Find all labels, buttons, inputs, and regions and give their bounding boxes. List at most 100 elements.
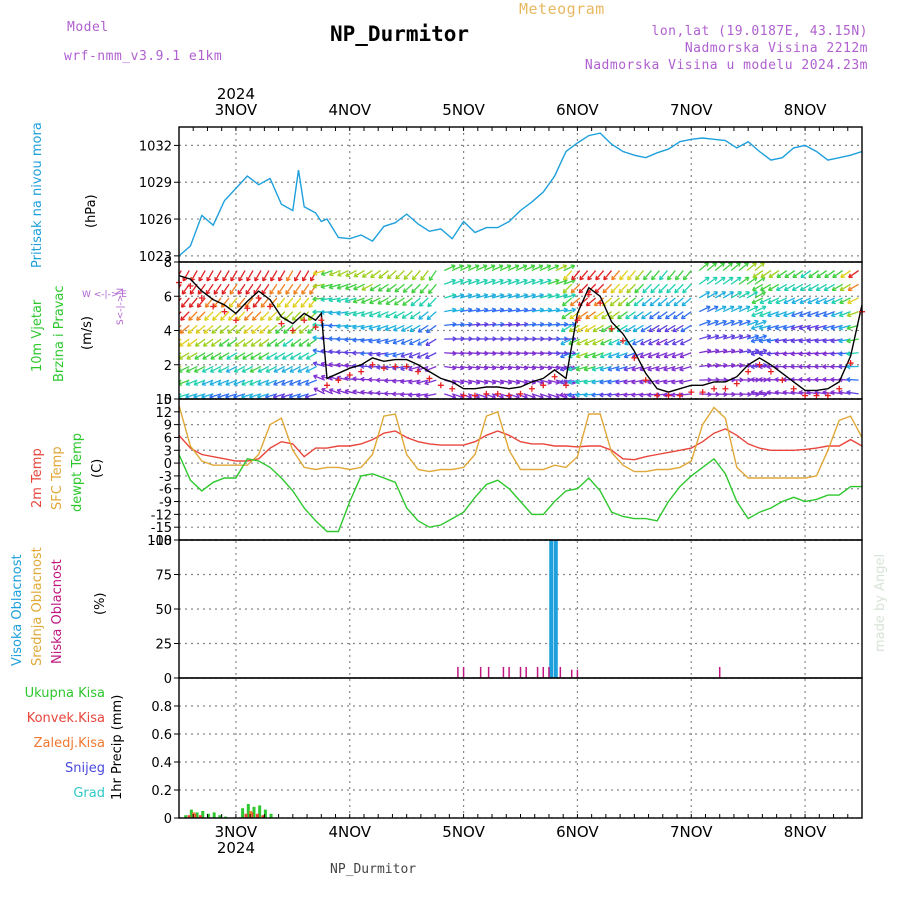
wind-arrow <box>198 270 206 282</box>
wind-arrow <box>609 297 620 307</box>
wind-arrow-head <box>384 378 389 382</box>
wind-arrow-head <box>808 273 812 278</box>
wind-arrow <box>760 283 772 291</box>
wind-arrow-head <box>763 393 768 397</box>
wind-arrow-head <box>516 265 520 270</box>
wind-arrow <box>523 393 536 399</box>
wind-arrow-head <box>210 355 214 360</box>
wind-arrow <box>235 324 246 334</box>
wind-arrow-head <box>179 384 183 386</box>
wind-arrow-head <box>623 379 628 384</box>
wind-arrow <box>679 365 692 371</box>
wind-arrow-head <box>814 377 819 381</box>
wind-arrow-head <box>281 355 286 360</box>
wind-arrow <box>759 324 772 330</box>
wind-arrow-head <box>361 273 365 278</box>
wind-arrow <box>730 335 743 340</box>
wind-arrow-head <box>792 273 796 278</box>
wind-arrow-head <box>305 355 309 360</box>
wind-gust-marker <box>528 385 535 392</box>
wind-arrow <box>632 338 644 345</box>
wind-arrow-head <box>290 342 294 347</box>
wind-arrow <box>233 393 246 398</box>
wind-compass-we: W <-|-> E <box>82 290 127 300</box>
wind-arrow <box>360 311 373 317</box>
wind-arrow <box>491 294 504 299</box>
wind-arrow-head <box>289 368 293 373</box>
wind-arrow-head <box>185 381 190 385</box>
temperature-ytick-label-5: -3 <box>159 470 172 485</box>
wind-arrow <box>444 365 457 369</box>
wind-arrow-head <box>499 367 505 371</box>
wind-arrow <box>483 264 496 272</box>
wind-arrow <box>225 393 238 398</box>
wind-arrow <box>626 283 636 294</box>
wind-arrow-head <box>377 299 381 305</box>
wind-arrow <box>560 365 572 371</box>
wind-arrow-head <box>774 325 779 330</box>
wind-arrow-head <box>783 312 787 317</box>
wind-arrow-head <box>524 279 528 284</box>
wind-gust-marker <box>380 365 387 372</box>
wind-arrow-head <box>531 382 536 385</box>
wind-arrow <box>328 283 341 289</box>
wind-arrow-head <box>755 320 759 325</box>
wind-arrow-head <box>754 262 757 267</box>
wind-gust-marker <box>574 317 581 324</box>
precip-bar <box>261 815 265 818</box>
wind-gust-marker <box>392 363 399 370</box>
wind-arrow <box>515 264 528 272</box>
wind-arrow <box>714 335 727 340</box>
wind-arrow <box>185 379 198 386</box>
wind-arrow-head <box>607 366 612 371</box>
wind-arrow <box>683 270 692 281</box>
wind-arrow-head <box>658 275 661 280</box>
wind-arrow-head <box>360 324 365 329</box>
precip-bar <box>184 815 188 818</box>
wind-arrow <box>714 291 726 299</box>
wind-arrow-head <box>426 315 430 320</box>
wind-arrow <box>393 324 405 332</box>
wind-arrow <box>603 270 613 281</box>
wind-arrow-head <box>838 351 843 355</box>
wind-arrow-head <box>217 393 221 398</box>
wind-arrow-head <box>241 381 245 385</box>
wind-arrow <box>385 324 397 331</box>
wind-arrow <box>203 338 214 347</box>
wind-arrow-head <box>763 320 767 325</box>
wind-gust-marker <box>255 294 262 301</box>
wind-arrow-head <box>816 273 820 278</box>
wind-arrow <box>233 379 246 386</box>
wind-arrow <box>562 283 573 294</box>
wind-arrow <box>639 365 652 371</box>
wind-arrow <box>369 311 381 317</box>
wind-arrow <box>599 365 612 371</box>
wind-arrow <box>221 283 230 295</box>
footer-station: NP_Durmitor <box>330 862 417 877</box>
wind-arrow <box>291 311 302 321</box>
wind-arrow <box>179 352 190 360</box>
wind-arrow <box>610 283 620 294</box>
wind-arrow-head <box>830 312 835 317</box>
wind-arrow-head <box>418 302 422 307</box>
wind-arrow-head <box>822 338 827 342</box>
precipitation-panel-frame <box>178 677 863 819</box>
wind-arrow-head <box>715 306 719 311</box>
wind-arrow <box>578 283 589 294</box>
wind-arrow-head <box>384 390 389 395</box>
wind-arrow <box>201 393 214 398</box>
wind-arrow-head <box>378 274 382 279</box>
wind-arrow <box>451 279 464 285</box>
wind-arrow <box>657 297 668 307</box>
wind-arrow <box>265 379 278 386</box>
wind-arrow <box>846 391 859 395</box>
wind-arrow <box>283 324 294 334</box>
wind-arrow-head <box>220 316 223 321</box>
wind-arrow <box>767 297 780 304</box>
wind-arrow-head <box>360 299 365 304</box>
cloud-bar <box>457 666 459 678</box>
wind-arrow-head <box>639 353 644 358</box>
wind-gust-marker <box>779 377 786 384</box>
wind-arrow-head <box>679 366 683 371</box>
wind-arrow <box>226 338 238 347</box>
